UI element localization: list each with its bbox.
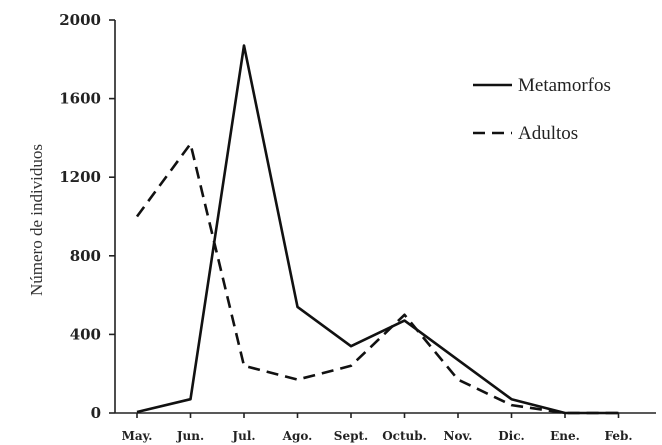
series-layer [135,44,619,415]
x-axis-ticks: May. Jun. Jul. Ago. Sept. Octub. Nov. Dic. Ene. F… [122,413,633,443]
y-tick-label: 1200 [59,168,101,186]
legend-label: Metamorfos [518,75,611,96]
legend: Metamorfos Adultos [473,75,611,144]
x-tick-label: Nov. [444,429,473,443]
y-tick-label: 1600 [59,90,101,108]
x-tick-label: Feb. [604,429,632,443]
y-tick-label: 400 [70,325,101,343]
y-axis-label: Número de individuos [27,144,46,296]
x-tick-label: Jul. [231,429,255,443]
y-tick-label: 2000 [59,11,101,29]
series-line-metamorfos [136,44,619,415]
x-tick-label: May. [122,429,153,443]
y-axis-ticks: 0 400 800 1200 1600 2000 [59,11,115,422]
y-tick-label: 800 [70,247,101,265]
y-tick-label: 0 [91,404,101,422]
x-tick-label: Jun. [176,429,204,443]
legend-label: Adultos [518,123,578,144]
x-tick-label: Ene. [550,429,580,443]
x-tick-label: Octub. [382,429,427,443]
series-line-adultos [135,142,619,415]
x-tick-label: Dic. [498,429,524,443]
x-tick-label: Ago. [282,429,313,443]
x-tick-label: Sept. [334,429,368,443]
